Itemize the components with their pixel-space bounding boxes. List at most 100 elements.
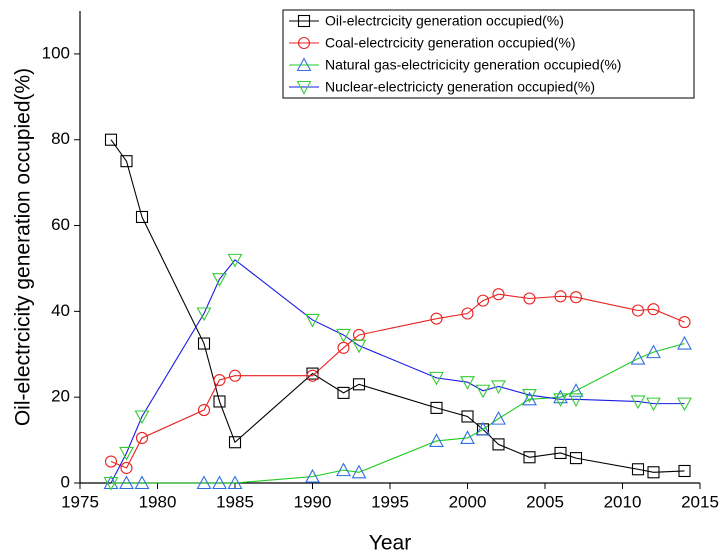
marker [212, 273, 227, 287]
x-tick-label: 1980 [139, 492, 177, 511]
marker [568, 393, 584, 407]
marker [523, 451, 536, 464]
marker [461, 307, 474, 320]
marker [228, 436, 242, 449]
y-axis-label: Oil-electrcicity generation occupied(%) [12, 68, 35, 426]
marker [476, 294, 490, 307]
legend-box [282, 9, 695, 99]
marker [631, 304, 645, 317]
legend-marker [297, 14, 311, 28]
marker [134, 475, 150, 490]
marker [351, 339, 367, 354]
marker [491, 410, 506, 425]
x-tick-label: 2000 [449, 492, 487, 511]
marker [678, 464, 691, 478]
marker [554, 290, 567, 303]
legend-label: Nuclear-electricicty generation occupied… [325, 79, 595, 95]
legend-label: Oil-electrcicity generation occupied(%) [325, 13, 564, 29]
marker [553, 389, 568, 404]
y-tick-label: 20 [51, 387, 70, 406]
marker [336, 462, 351, 477]
marker [120, 461, 133, 475]
marker [630, 395, 646, 410]
marker [196, 307, 212, 322]
marker [119, 475, 134, 490]
marker [197, 404, 211, 417]
marker [430, 312, 443, 325]
marker [646, 344, 661, 359]
marker [492, 288, 505, 301]
x-tick-label: 1995 [371, 492, 409, 511]
series-line [110, 139, 685, 473]
marker [305, 468, 320, 483]
marker [429, 433, 444, 447]
marker [306, 369, 319, 382]
marker [120, 155, 133, 168]
legend-marker [296, 80, 312, 95]
marker [352, 378, 366, 391]
marker [630, 350, 646, 365]
legend-marker [297, 36, 311, 50]
legend-label: Natural gas-electricicity generation occ… [325, 57, 621, 73]
marker [646, 397, 661, 412]
marker [460, 376, 475, 390]
x-tick-label: 2005 [526, 492, 564, 511]
marker [104, 133, 118, 146]
marker [103, 476, 119, 491]
marker [475, 384, 491, 399]
marker [134, 410, 150, 425]
marker [135, 210, 149, 224]
marker [429, 371, 444, 386]
x-tick-label: 1975 [61, 492, 99, 511]
marker [351, 464, 367, 479]
y-tick-label: 80 [51, 129, 70, 148]
marker [677, 335, 692, 350]
legend-marker [296, 57, 312, 72]
marker [553, 393, 568, 407]
marker [631, 463, 645, 476]
marker [569, 452, 583, 465]
y-tick-label: 40 [51, 301, 70, 320]
marker [196, 475, 212, 490]
marker [228, 369, 242, 382]
marker [104, 455, 118, 468]
marker [336, 328, 351, 343]
marker [554, 446, 567, 460]
marker [460, 430, 475, 444]
marker [522, 388, 537, 403]
marker [461, 410, 474, 423]
marker [647, 303, 660, 316]
marker [523, 292, 536, 305]
marker [647, 466, 660, 479]
x-axis-label: Year [369, 532, 411, 555]
x-tick-label: 2010 [604, 492, 642, 511]
marker [430, 401, 443, 414]
series-line [110, 293, 685, 469]
series-line [110, 259, 685, 484]
marker [522, 391, 537, 406]
marker [491, 380, 506, 395]
x-tick-label: 1990 [294, 492, 332, 511]
marker [227, 475, 243, 490]
y-tick-label: 100 [42, 43, 70, 62]
series-line [111, 343, 685, 484]
marker [212, 475, 227, 490]
marker [227, 253, 243, 268]
marker [337, 386, 350, 399]
y-tick-label: 60 [51, 215, 70, 234]
marker [213, 373, 226, 387]
marker [197, 337, 211, 350]
marker [213, 395, 226, 408]
x-tick-label: 1985 [216, 492, 254, 511]
y-tick-label: 0 [61, 472, 70, 491]
marker [568, 383, 584, 397]
marker [305, 313, 320, 328]
marker [677, 397, 692, 412]
marker [492, 438, 505, 451]
marker [475, 421, 491, 436]
legend-label: Coal-electrcicity generation occupied(%) [325, 35, 576, 51]
x-tick-label: 2015 [681, 492, 719, 511]
marker [119, 446, 134, 461]
marker [569, 291, 583, 304]
